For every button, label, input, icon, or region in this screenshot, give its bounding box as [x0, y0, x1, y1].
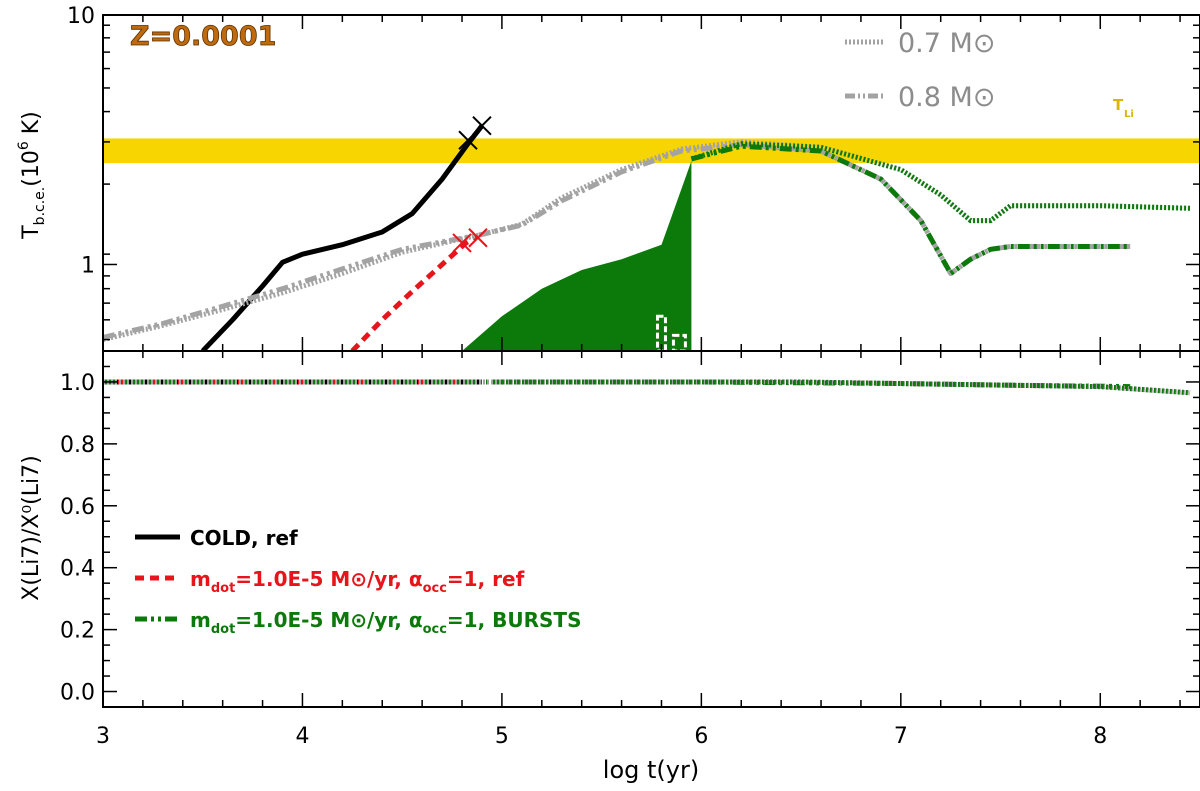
svg-text:Li: Li	[1124, 109, 1134, 120]
legend-label-2: mdot=1.0E-5 M⊙/yr, αocc=1, BURSTS	[190, 608, 581, 637]
mass-07-label: 0.7 M⊙	[898, 28, 995, 59]
legend-item-1: mdot=1.0E-5 M⊙/yr, αocc=1, ref	[135, 567, 525, 596]
svg-text:T: T	[1113, 96, 1124, 114]
top-series-6-bursts	[462, 161, 692, 351]
legend-label-0: COLD, ref	[190, 526, 298, 550]
top-y-axis-label: Tb.c.e.(106 K)	[16, 111, 48, 240]
legend-item-0: COLD, ref	[135, 526, 298, 550]
bottom-y-tick-label: 0.8	[60, 433, 95, 458]
bottom-y-tick-label: 0.6	[60, 495, 95, 520]
metallicity-label: Z=0.0001	[130, 21, 276, 52]
top-series-5-line	[690, 143, 1131, 276]
x-axis-label: log t(yr)	[603, 756, 699, 784]
top-series-3-line	[103, 142, 1131, 340]
bottom-series-4-line	[501, 379, 1191, 396]
mass-08-label: 0.8 M⊙	[898, 82, 995, 113]
x-tick-label: 5	[495, 724, 509, 749]
x-tick-label: 8	[1093, 724, 1107, 749]
mass-legend-08: 0.8 M⊙	[845, 82, 995, 113]
cold-end-marker-2	[472, 115, 492, 136]
top-y-tick-label: 10	[67, 4, 95, 29]
bottom-panel: 0.00.20.40.60.81.03 4 5 6 7 8 X(Li7)/X⁰(Li7) …	[19, 350, 1200, 784]
legend-label-1: mdot=1.0E-5 M⊙/yr, αocc=1, ref	[190, 567, 525, 596]
top-series-4-line	[690, 141, 1191, 224]
top-series-1-line	[350, 233, 480, 351]
svg-text:Tb.c.e.(106 K): Tb.c.e.(106 K)	[16, 111, 48, 240]
x-tick-label: 7	[894, 724, 908, 749]
red-end-marker-2	[468, 228, 488, 248]
bottom-y-tick-label: 0.0	[60, 681, 95, 706]
burst-gap-0	[655, 314, 667, 351]
legend-item-2: mdot=1.0E-5 M⊙/yr, αocc=1, BURSTS	[135, 608, 581, 637]
x-tick-label: 4	[295, 724, 309, 749]
bottom-series-3-line	[103, 379, 1191, 396]
bottom-y-tick-label: 0.4	[60, 557, 95, 582]
bottom-y-tick-label: 0.2	[60, 619, 95, 644]
bottom-y-tick-label: 1.0	[60, 371, 95, 396]
bottom-y-axis-label: X(Li7)/X⁰(Li7)	[19, 455, 44, 600]
x-tick-label: 3	[96, 724, 110, 749]
red-end-marker-1	[452, 233, 472, 253]
x-tick-label: 6	[694, 724, 708, 749]
mass-legend-07: 0.7 M⊙	[845, 28, 995, 59]
burst-gap-1	[671, 333, 687, 351]
legend: COLD, ref mdot=1.0E-5 M⊙/yr, αocc=1, ref m…	[135, 526, 581, 637]
bottom-panel-frame	[102, 350, 1200, 708]
top-panel: 1 10 Z=0.0001 T Li 0.7 M⊙ 0.8 M⊙ Tb.c.e.(…	[16, 4, 1200, 352]
top-y-tick-label: 1	[81, 253, 95, 278]
band-label: T Li	[1113, 96, 1134, 120]
